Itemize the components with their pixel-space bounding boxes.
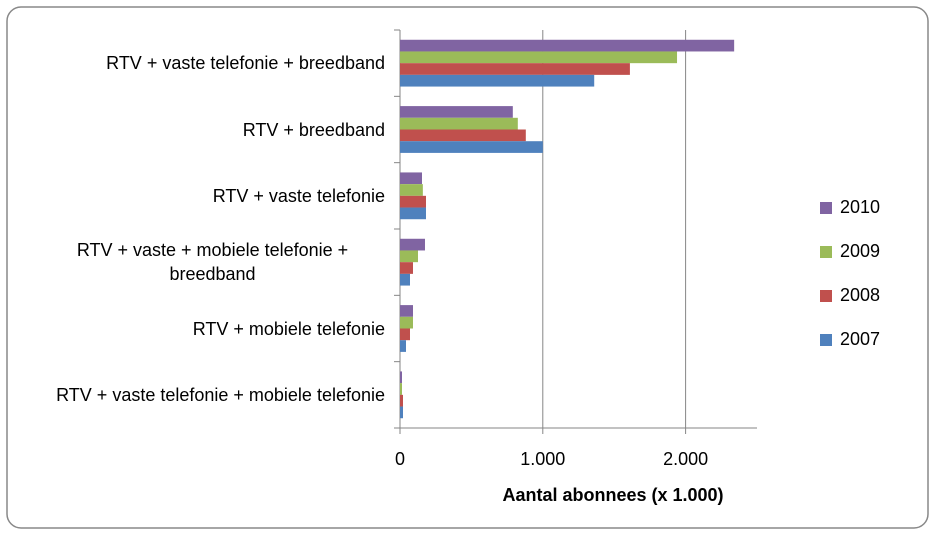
legend-swatch <box>820 246 832 258</box>
bar <box>400 371 402 384</box>
bar <box>400 63 630 75</box>
legend-swatch <box>820 290 832 302</box>
x-tick-label: 0 <box>395 449 405 469</box>
legend-label: 2010 <box>840 197 880 217</box>
y-tick-label: RTV + vaste telefonie + mobiele telefoni… <box>56 384 385 405</box>
bar <box>400 129 526 142</box>
bar <box>400 383 402 395</box>
bar <box>400 262 413 274</box>
bar <box>400 394 403 407</box>
bar <box>400 340 406 352</box>
legend-swatch <box>820 334 832 346</box>
y-tick-label: RTV + vaste + mobiele telefonie + breedb… <box>76 240 349 285</box>
bar <box>400 184 423 196</box>
bar <box>400 316 413 329</box>
y-tick-label: RTV + mobiele telefonie <box>192 318 385 339</box>
bar <box>400 172 422 185</box>
bar <box>400 74 595 87</box>
bar <box>400 328 410 341</box>
bar <box>400 305 413 317</box>
x-axis-title: Aantal abonnees (x 1.000) <box>502 485 723 505</box>
legend-label: 2007 <box>840 329 880 349</box>
bar <box>400 39 735 52</box>
y-tick-label: RTV + breedband <box>242 119 385 140</box>
bar <box>400 207 426 220</box>
bar <box>400 141 543 153</box>
legend-swatch <box>820 202 832 214</box>
x-tick-label: 2.000 <box>663 449 708 469</box>
legend-label: 2008 <box>840 285 880 305</box>
x-tick-label: 1.000 <box>520 449 565 469</box>
bar <box>400 238 425 251</box>
bar <box>400 406 403 419</box>
chart-border <box>6 6 929 529</box>
y-tick-label: RTV + vaste telefonie + breedband <box>106 53 385 74</box>
bar <box>400 117 518 130</box>
bar <box>400 51 678 64</box>
bar <box>400 250 418 263</box>
bar <box>400 195 426 208</box>
bar <box>400 273 410 286</box>
y-tick-label: RTV + vaste telefonie <box>212 185 385 206</box>
legend-label: 2009 <box>840 241 880 261</box>
bar <box>400 106 513 118</box>
